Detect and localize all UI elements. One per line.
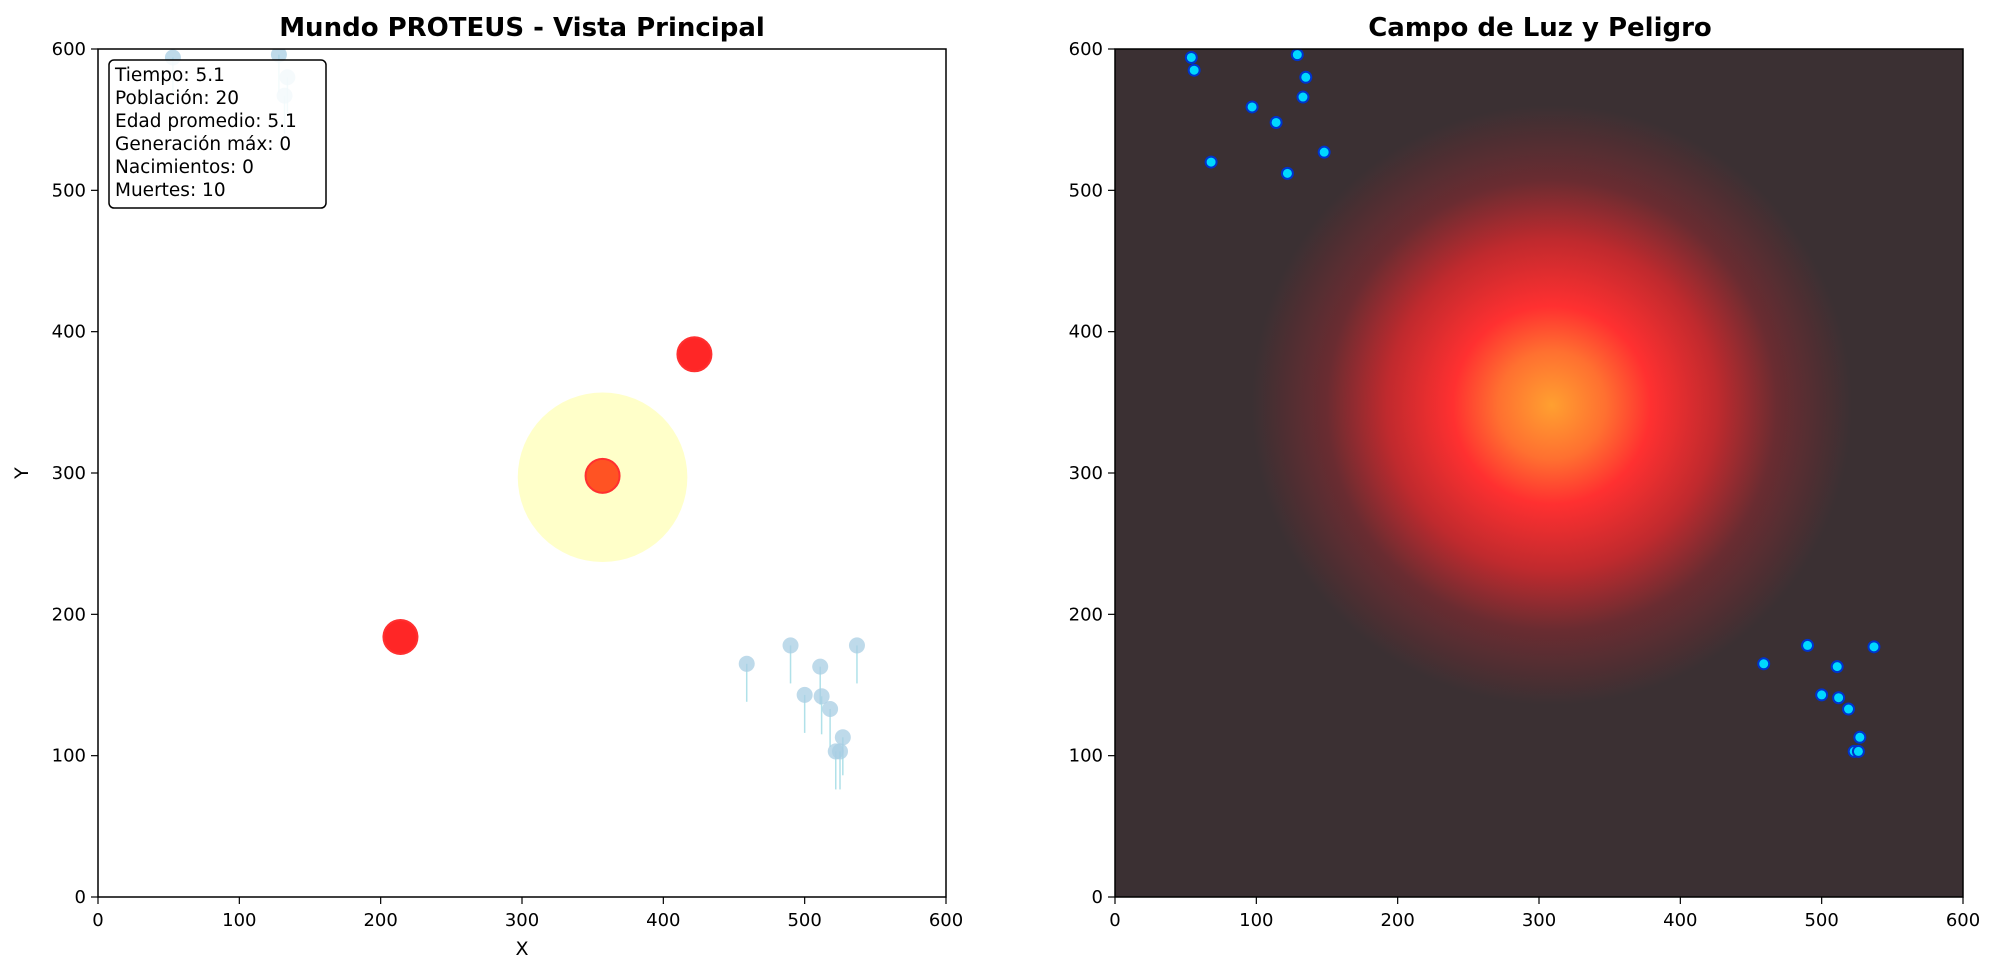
field-organism-point: [1187, 63, 1201, 77]
stat-births: Nacimientos: 0: [115, 157, 254, 178]
stats-box-frame: [108, 59, 327, 209]
left-y-tick-label: 600: [52, 39, 86, 60]
field-organism-point: [1204, 155, 1218, 169]
organism-point: [738, 655, 755, 672]
field-organism-point: [1851, 744, 1865, 758]
right-x-tick-label: 0: [1109, 910, 1120, 931]
right-x-tick-label: 300: [1522, 910, 1556, 931]
left-y-tick-label: 300: [52, 463, 86, 484]
organism-point: [796, 686, 813, 703]
organism-point: [848, 637, 865, 654]
right-chart-title: Campo de Luz y Peligro: [1368, 13, 1712, 43]
field-organism-point: [1299, 70, 1313, 84]
field-organism-point: [1842, 702, 1856, 716]
left-y-tick-label: 0: [75, 887, 86, 908]
field-organism-point: [1317, 145, 1331, 159]
field-heat: [1251, 105, 1852, 706]
field-organism-point: [1853, 730, 1867, 744]
right-y-tick-label: 300: [1069, 463, 1103, 484]
left-x-tick-label: 200: [363, 910, 397, 931]
left-x-tick-label: 600: [929, 910, 963, 931]
left-axis-ticks: 0 100 200 300 400 500 600 0 100 200 300 400 500 600: [52, 39, 964, 931]
field-organism-point: [1290, 49, 1304, 62]
field-organism-point: [1801, 638, 1815, 652]
left-x-tick-label: 100: [222, 910, 256, 931]
predator-point: [676, 336, 713, 373]
left-y-tick-label: 200: [52, 604, 86, 625]
right-marks: [1184, 49, 1881, 758]
left-x-axis-label: X: [515, 938, 528, 960]
predator-point: [584, 457, 621, 494]
right-y-tick-label: 0: [1092, 887, 1103, 908]
left-x-tick-label: 500: [787, 910, 821, 931]
organism-point: [782, 637, 799, 654]
right-y-tick-label: 200: [1069, 604, 1103, 625]
left-chart-title: Mundo PROTEUS - Vista Principal: [279, 13, 765, 43]
right-x-tick-label: 500: [1804, 910, 1838, 931]
organism-point: [813, 688, 830, 705]
right-x-tick-label: 200: [1380, 910, 1414, 931]
stat-deaths: Muertes: 10: [115, 180, 226, 201]
danger-field-glow: [1251, 105, 1852, 706]
organism-point: [822, 701, 839, 718]
field-organism-point: [1296, 90, 1310, 104]
left-x-tick-label: 300: [505, 910, 539, 931]
organism-point: [834, 729, 851, 746]
field-organism-point: [1269, 115, 1283, 129]
right-x-tick-label: 400: [1663, 910, 1697, 931]
left-x-tick-label: 400: [646, 910, 680, 931]
right-y-tick-label: 100: [1069, 746, 1103, 767]
field-organism-point: [1830, 660, 1844, 674]
stat-time: Tiempo: 5.1: [114, 65, 225, 86]
right-x-tick-label: 600: [1946, 910, 1980, 931]
right-x-tick-label: 100: [1239, 910, 1273, 931]
field-organism-point: [1280, 166, 1294, 180]
stats-box: Tiempo: 5.1 Población: 20 Edad promedio:…: [108, 59, 327, 209]
left-x-tick-label: 0: [92, 910, 103, 931]
panel-main-view: Mundo PROTEUS - Vista Principal 0 100 200 3…: [11, 13, 963, 960]
stat-max-gen: Generación máx: 0: [115, 134, 291, 155]
right-y-tick-label: 500: [1069, 180, 1103, 201]
stat-avg-age: Edad promedio: 5.1: [115, 111, 297, 132]
left-y-tick-label: 500: [52, 180, 86, 201]
left-y-axis-label: Y: [11, 467, 33, 480]
stat-population: Población: 20: [115, 88, 239, 109]
organism-point: [270, 49, 287, 63]
field-organism-point: [1867, 640, 1881, 654]
predator-point: [382, 618, 419, 655]
field-organism-point: [1245, 100, 1259, 114]
organism-point: [832, 743, 848, 760]
panel-light-danger-field: Campo de Luz y Peligro 0 100 200 300 400 500 6…: [1069, 13, 1981, 931]
field-organism-point: [1815, 688, 1829, 702]
field-organism-point: [1757, 657, 1771, 671]
field-organism-point: [1832, 691, 1846, 705]
right-y-tick-label: 400: [1069, 322, 1103, 343]
left-y-tick-label: 400: [52, 322, 86, 343]
organism-point: [812, 658, 829, 675]
field-organism-point: [1184, 50, 1198, 64]
right-y-tick-label: 600: [1069, 39, 1103, 60]
right-axis-ticks: 0 100 200 300 400 500 600 0 100 200 300 400 500 600: [1069, 39, 1981, 931]
left-y-tick-label: 100: [52, 746, 86, 767]
